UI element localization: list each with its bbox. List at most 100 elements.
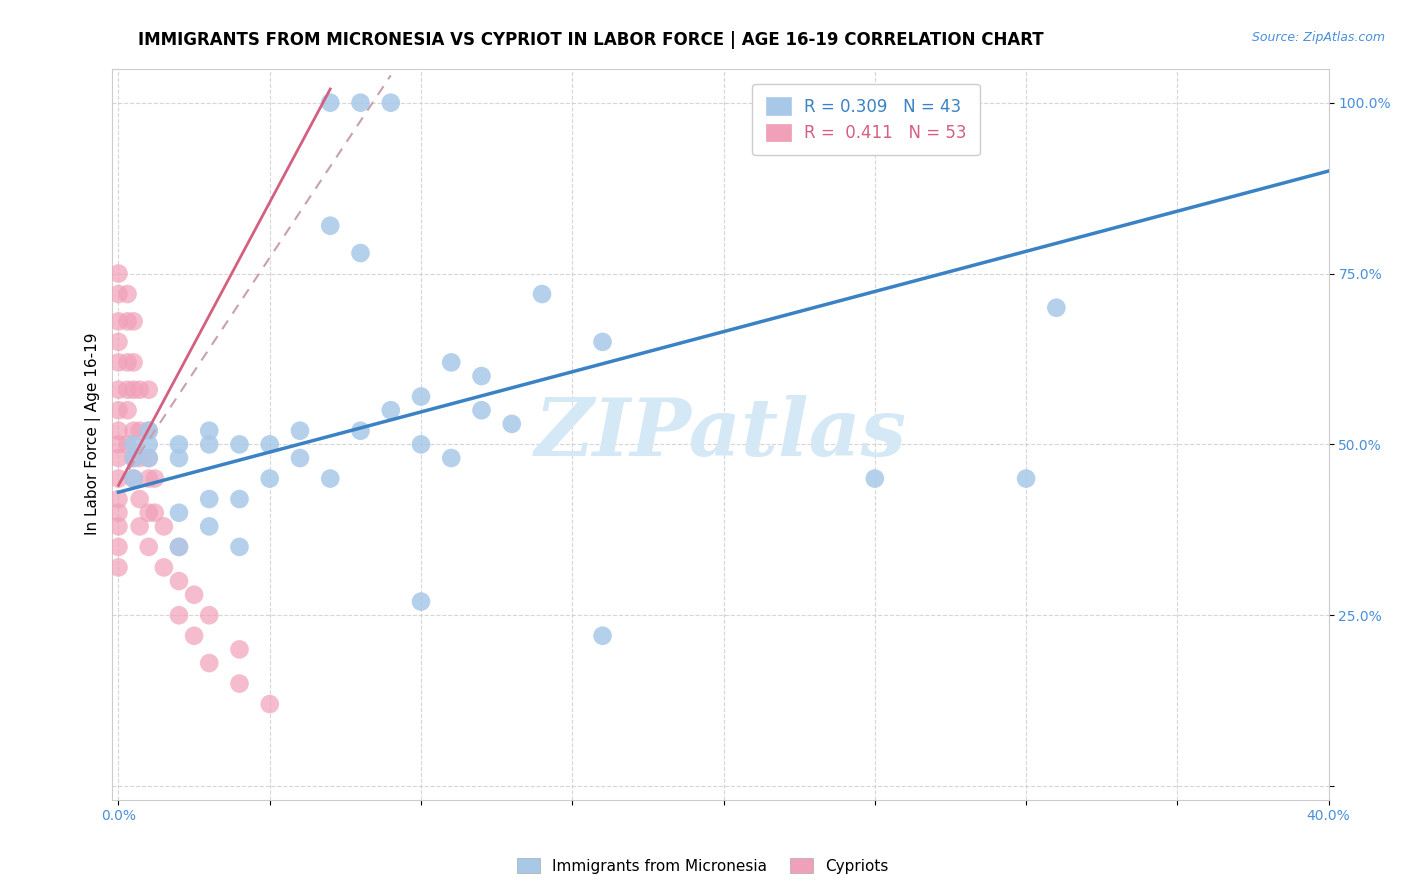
Text: ZIPatlas: ZIPatlas	[534, 395, 907, 473]
Point	[198, 424, 221, 438]
Point	[122, 472, 145, 486]
Point	[117, 383, 139, 397]
Point	[380, 403, 402, 417]
Point	[107, 355, 129, 369]
Point	[440, 451, 463, 466]
Text: IMMIGRANTS FROM MICRONESIA VS CYPRIOT IN LABOR FORCE | AGE 16-19 CORRELATION CHA: IMMIGRANTS FROM MICRONESIA VS CYPRIOT IN…	[138, 31, 1043, 49]
Point	[592, 629, 614, 643]
Legend: R = 0.309   N = 43, R =  0.411   N = 53: R = 0.309 N = 43, R = 0.411 N = 53	[752, 84, 980, 155]
Point	[117, 287, 139, 301]
Point	[198, 608, 221, 623]
Point	[167, 437, 190, 451]
Point	[259, 437, 281, 451]
Point	[167, 451, 190, 466]
Point	[138, 424, 160, 438]
Point	[117, 403, 139, 417]
Point	[128, 519, 150, 533]
Point	[198, 519, 221, 533]
Point	[409, 390, 432, 404]
Point	[107, 472, 129, 486]
Point	[228, 491, 250, 506]
Point	[138, 383, 160, 397]
Point	[143, 472, 166, 486]
Point	[1015, 472, 1038, 486]
Point	[228, 437, 250, 451]
Point	[138, 451, 160, 466]
Point	[153, 560, 176, 574]
Point	[122, 355, 145, 369]
Point	[107, 519, 129, 533]
Point	[128, 383, 150, 397]
Point	[319, 95, 342, 110]
Point	[440, 355, 463, 369]
Point	[288, 424, 311, 438]
Point	[138, 437, 160, 451]
Point	[128, 491, 150, 506]
Point	[107, 287, 129, 301]
Point	[531, 287, 554, 301]
Point	[167, 574, 190, 588]
Point	[107, 451, 129, 466]
Point	[138, 451, 160, 466]
Point	[117, 355, 139, 369]
Point	[198, 656, 221, 670]
Point	[138, 424, 160, 438]
Point	[138, 472, 160, 486]
Point	[319, 472, 342, 486]
Point	[107, 506, 129, 520]
Point	[107, 334, 129, 349]
Point	[107, 267, 129, 281]
Point	[107, 437, 129, 451]
Point	[288, 451, 311, 466]
Point	[122, 451, 145, 466]
Point	[1045, 301, 1067, 315]
Point	[107, 491, 129, 506]
Point	[198, 437, 221, 451]
Point	[107, 560, 129, 574]
Point	[470, 369, 492, 384]
Y-axis label: In Labor Force | Age 16-19: In Labor Force | Age 16-19	[86, 333, 101, 535]
Text: Source: ZipAtlas.com: Source: ZipAtlas.com	[1251, 31, 1385, 45]
Point	[409, 594, 432, 608]
Point	[107, 424, 129, 438]
Point	[138, 540, 160, 554]
Point	[183, 588, 205, 602]
Point	[319, 219, 342, 233]
Point	[128, 451, 150, 466]
Point	[167, 608, 190, 623]
Point	[470, 403, 492, 417]
Point	[259, 697, 281, 711]
Point	[183, 629, 205, 643]
Point	[122, 424, 145, 438]
Point	[153, 519, 176, 533]
Legend: Immigrants from Micronesia, Cypriots: Immigrants from Micronesia, Cypriots	[512, 852, 894, 880]
Point	[107, 383, 129, 397]
Point	[117, 437, 139, 451]
Point	[349, 95, 371, 110]
Point	[349, 424, 371, 438]
Point	[228, 642, 250, 657]
Point	[501, 417, 523, 431]
Point	[592, 334, 614, 349]
Point	[122, 472, 145, 486]
Point	[107, 314, 129, 328]
Point	[107, 403, 129, 417]
Point	[409, 437, 432, 451]
Point	[122, 437, 145, 451]
Point	[167, 506, 190, 520]
Point	[228, 540, 250, 554]
Point	[259, 472, 281, 486]
Point	[167, 540, 190, 554]
Point	[128, 424, 150, 438]
Point	[122, 383, 145, 397]
Point	[122, 314, 145, 328]
Point	[138, 506, 160, 520]
Point	[380, 95, 402, 110]
Point	[349, 246, 371, 260]
Point	[107, 540, 129, 554]
Point	[117, 314, 139, 328]
Point	[228, 676, 250, 690]
Point	[198, 491, 221, 506]
Point	[167, 540, 190, 554]
Point	[863, 472, 886, 486]
